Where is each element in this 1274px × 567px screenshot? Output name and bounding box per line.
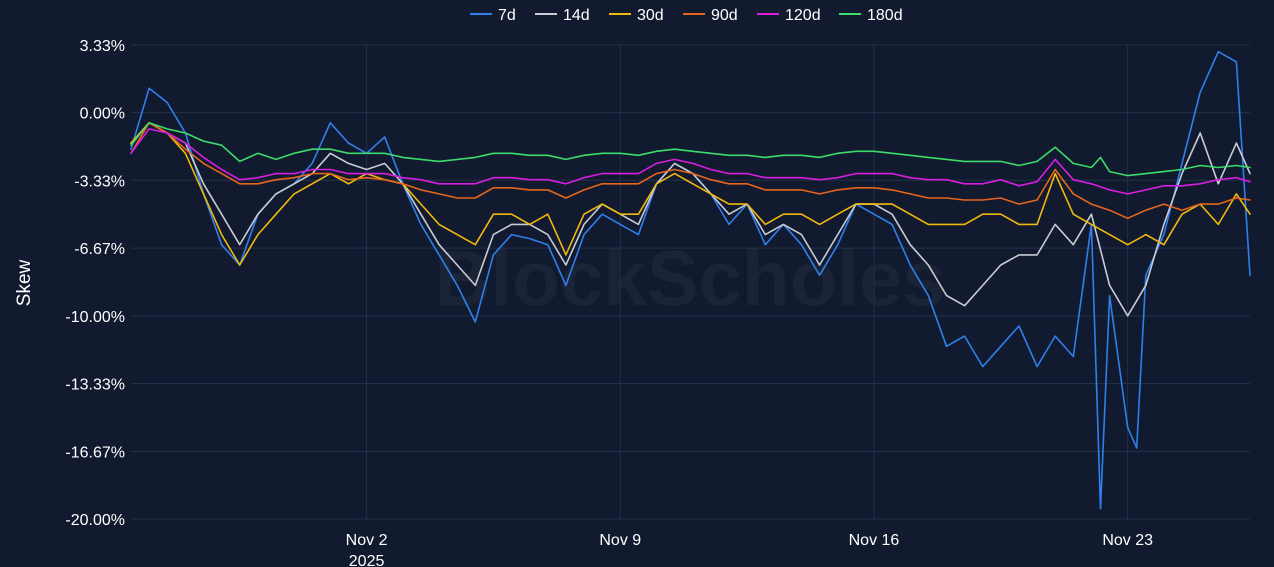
legend-label: 7d xyxy=(498,7,516,24)
y-tick-label: -16.67% xyxy=(65,444,125,461)
y-tick-label: -13.33% xyxy=(65,376,125,393)
x-tick-label: Nov 2 xyxy=(346,532,388,549)
legend-label: 90d xyxy=(711,7,738,24)
y-axis-title: Skew xyxy=(14,259,35,306)
y-tick-label: 0.00% xyxy=(80,106,125,123)
y-tick-label: -10.00% xyxy=(65,309,125,326)
y-tick-label: -6.67% xyxy=(74,241,125,258)
x-axis-ticks: Nov 2 2025 Nov 9 Nov 16 Nov 23 xyxy=(346,532,1153,567)
series-line-90d xyxy=(130,122,1251,220)
x-tick-label: Nov 9 xyxy=(599,532,641,549)
legend-item-120d[interactable]: 120d xyxy=(757,7,821,24)
x-tick-label: Nov 23 xyxy=(1102,532,1153,549)
legend-label: 14d xyxy=(563,7,590,24)
series-line-180d xyxy=(130,122,1251,177)
legend-item-14d[interactable]: 14d xyxy=(535,7,590,24)
y-axis-ticks: 3.33% 0.00% -3.33% -6.67% -10.00% -13.33% -16.… xyxy=(65,38,125,529)
legend-label: 30d xyxy=(637,7,664,24)
y-tick-label: -3.33% xyxy=(74,173,125,190)
legend-item-7d[interactable]: 7d xyxy=(470,7,516,24)
legend-item-30d[interactable]: 30d xyxy=(609,7,664,24)
legend-item-180d[interactable]: 180d xyxy=(839,7,903,24)
y-tick-label: 3.33% xyxy=(80,38,125,55)
series-line-120d xyxy=(130,128,1251,195)
x-tick-label: Nov 16 xyxy=(849,532,900,549)
watermark: BlockScholes xyxy=(434,234,946,322)
series-lines xyxy=(130,50,1251,510)
legend-label: 120d xyxy=(785,7,821,24)
legend-item-90d[interactable]: 90d xyxy=(683,7,738,24)
x-tick-sublabel: 2025 xyxy=(349,553,385,567)
series-line-30d xyxy=(130,122,1251,266)
y-tick-label: -20.00% xyxy=(65,512,125,529)
legend-label: 180d xyxy=(867,7,903,24)
legend[interactable]: 7d 14d 30d 90d 120d 180d xyxy=(470,7,903,24)
